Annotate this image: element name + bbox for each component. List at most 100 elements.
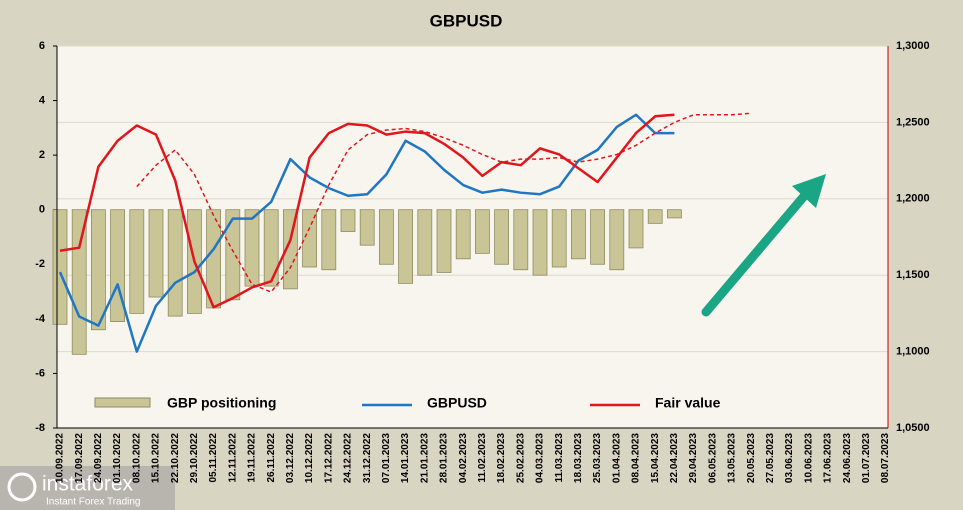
x-tick-label: 15.04.2023 bbox=[650, 433, 661, 483]
x-tick-label: 29.10.2022 bbox=[189, 433, 200, 483]
bar bbox=[167, 209, 183, 317]
x-tick-label: 08.10.2022 bbox=[131, 433, 142, 483]
bar bbox=[551, 209, 567, 268]
y2-tick-label: 1,3000 bbox=[896, 40, 930, 52]
x-tick-label: 13.05.2023 bbox=[727, 433, 738, 483]
bar bbox=[321, 209, 337, 271]
watermark-brand: instaforex bbox=[42, 473, 134, 496]
bar bbox=[532, 209, 548, 276]
y2-tick-label: 1,1000 bbox=[896, 346, 930, 358]
x-tick-label: 10.06.2023 bbox=[803, 433, 814, 483]
arrow bbox=[701, 190, 810, 317]
x-tick-label: 01.04.2023 bbox=[611, 433, 622, 483]
x-tick-label: 17.12.2022 bbox=[323, 433, 334, 483]
y-tick-label: -2 bbox=[35, 258, 45, 270]
x-tick-label: 01.10.2022 bbox=[112, 433, 123, 483]
bar bbox=[571, 209, 586, 260]
y-tick-label: 2 bbox=[39, 149, 45, 161]
y-tick-label: -4 bbox=[35, 313, 46, 325]
bar bbox=[494, 209, 510, 265]
bar bbox=[302, 209, 318, 268]
bar bbox=[129, 209, 145, 314]
chart-title: GBPUSD bbox=[430, 11, 503, 30]
x-tick-label: 17.06.2023 bbox=[823, 433, 834, 483]
x-tick-label: 14.01.2023 bbox=[400, 433, 411, 483]
x-tick-label: 11.03.2023 bbox=[554, 433, 565, 483]
bar bbox=[590, 209, 605, 265]
marks bbox=[52, 112, 752, 355]
bar bbox=[647, 209, 663, 224]
y-tick-label: 4 bbox=[39, 94, 46, 106]
x-tick-label: 08.07.2023 bbox=[880, 433, 891, 483]
x-tick-label: 04.03.2023 bbox=[535, 433, 546, 483]
line bbox=[136, 112, 752, 293]
x-tick-label: 04.02.2023 bbox=[458, 433, 469, 483]
x-tick-label: 26.11.2022 bbox=[266, 433, 277, 483]
legend-label: GBPUSD bbox=[427, 395, 487, 411]
watermark-bg bbox=[0, 466, 175, 510]
bar bbox=[91, 209, 106, 331]
watermark-tagline: Instant Forex Trading bbox=[46, 497, 141, 508]
x-tick-label: 28.01.2023 bbox=[439, 433, 450, 483]
x-tick-label: 08.04.2023 bbox=[631, 433, 642, 483]
legend-swatch bbox=[94, 397, 151, 408]
x-tick-label: 19.11.2022 bbox=[247, 433, 258, 483]
x-tick-label: 24.06.2023 bbox=[842, 433, 853, 483]
watermark-logo bbox=[7, 472, 37, 502]
bar bbox=[378, 209, 394, 265]
x-tick-label: 06.05.2023 bbox=[707, 433, 718, 483]
bar bbox=[52, 209, 68, 325]
y2-tick-label: 1,1500 bbox=[896, 269, 930, 281]
y2-tick-label: 1,0500 bbox=[896, 422, 930, 434]
x-tick-label: 07.01.2023 bbox=[381, 433, 392, 483]
bar bbox=[359, 209, 375, 246]
legend-label: GBP positioning bbox=[167, 395, 276, 411]
bar bbox=[455, 209, 471, 260]
bar bbox=[513, 209, 529, 271]
x-tick-label: 10.09.2022 bbox=[55, 433, 66, 483]
y2-tick-label: 1,2500 bbox=[896, 116, 930, 128]
legend-label: Fair value bbox=[655, 395, 721, 411]
x-tick-label: 24.09.2022 bbox=[93, 433, 104, 483]
x-tick-label: 25.03.2023 bbox=[592, 433, 603, 483]
bar bbox=[225, 209, 241, 301]
bar bbox=[628, 209, 644, 249]
line bbox=[59, 113, 675, 309]
x-tick-label: 31.12.2022 bbox=[362, 433, 373, 483]
x-tick-label: 15.10.2022 bbox=[151, 433, 162, 483]
x-tick-label: 20.05.2023 bbox=[746, 433, 757, 483]
y-tick-label: 6 bbox=[39, 40, 45, 52]
y-tick-label: -6 bbox=[35, 367, 45, 379]
x-tick-label: 17.09.2022 bbox=[74, 433, 85, 483]
x-tick-label: 21.01.2023 bbox=[419, 433, 430, 483]
bar bbox=[609, 209, 625, 271]
bar bbox=[417, 209, 433, 276]
x-tick-label: 10.12.2022 bbox=[304, 433, 315, 483]
bar bbox=[263, 209, 279, 287]
x-tick-label: 05.11.2022 bbox=[208, 433, 219, 483]
bar bbox=[398, 209, 414, 284]
bar bbox=[436, 209, 452, 273]
x-tick-label: 11.02.2023 bbox=[477, 433, 488, 483]
y2-tick-label: 1,2000 bbox=[896, 193, 930, 205]
legend: GBP positioning GBPUSD Fair value bbox=[94, 395, 721, 411]
x-tick-label: 01.07.2023 bbox=[861, 433, 872, 483]
x-tick-label: 18.03.2023 bbox=[573, 433, 584, 483]
bar bbox=[474, 209, 490, 254]
arrow-head bbox=[792, 174, 826, 208]
bar bbox=[148, 209, 164, 298]
x-tick-label: 03.06.2023 bbox=[784, 433, 795, 483]
x-tick-label: 22.04.2023 bbox=[669, 433, 680, 483]
x-tick-label: 24.12.2022 bbox=[343, 433, 354, 483]
x-tick-label: 29.04.2023 bbox=[688, 433, 699, 483]
x-tick-label: 22.10.2022 bbox=[170, 433, 181, 483]
x-tick-label: 25.02.2023 bbox=[515, 433, 526, 483]
x-tick-label: 27.05.2023 bbox=[765, 433, 776, 483]
line bbox=[58, 113, 675, 353]
x-tick-label: 18.02.2023 bbox=[496, 433, 507, 483]
x-tick-label: 03.12.2022 bbox=[285, 433, 296, 483]
y-tick-label: 0 bbox=[39, 204, 45, 216]
bar bbox=[340, 209, 356, 232]
bar bbox=[667, 209, 682, 219]
